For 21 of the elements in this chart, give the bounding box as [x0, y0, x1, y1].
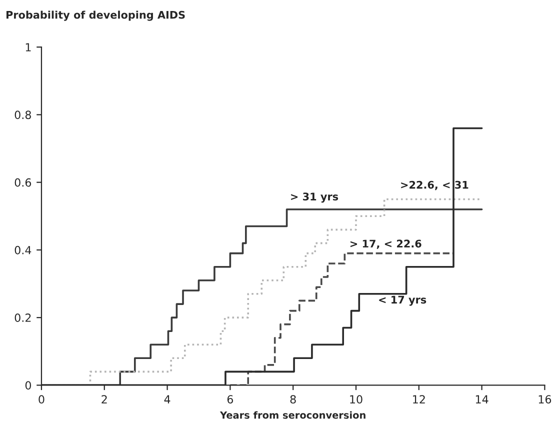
x-tick-label: 8: [290, 395, 296, 404]
x-axis-title: Years from seroconversion: [220, 411, 366, 419]
x-tick-label: 14: [476, 395, 488, 404]
x-tick-label: 2: [102, 395, 107, 404]
y-tick-label: 0.4: [14, 246, 32, 254]
x-tick-label: 16: [538, 395, 552, 404]
series-label: > 17, < 22.6: [350, 240, 422, 249]
chart-title: Probability of developing AIDS: [6, 10, 185, 21]
y-tick-label: 0: [25, 381, 32, 390]
x-tick-label: 0: [38, 395, 44, 404]
series-label: > 31 yrs: [291, 192, 338, 203]
series-label: >22.6, < 31: [401, 180, 468, 190]
y-tick-label: 1: [26, 43, 31, 52]
y-tick-label: 0.2: [14, 314, 31, 322]
y-tick-label: 0.8: [14, 110, 31, 120]
x-tick-label: 4: [164, 395, 170, 404]
x-tick-label: 12: [413, 395, 425, 404]
x-tick-label: 6: [227, 395, 234, 404]
series-label: < 17 yrs: [379, 296, 426, 306]
x-tick-label: 10: [350, 395, 362, 404]
y-tick-label: 0.6: [14, 178, 32, 187]
